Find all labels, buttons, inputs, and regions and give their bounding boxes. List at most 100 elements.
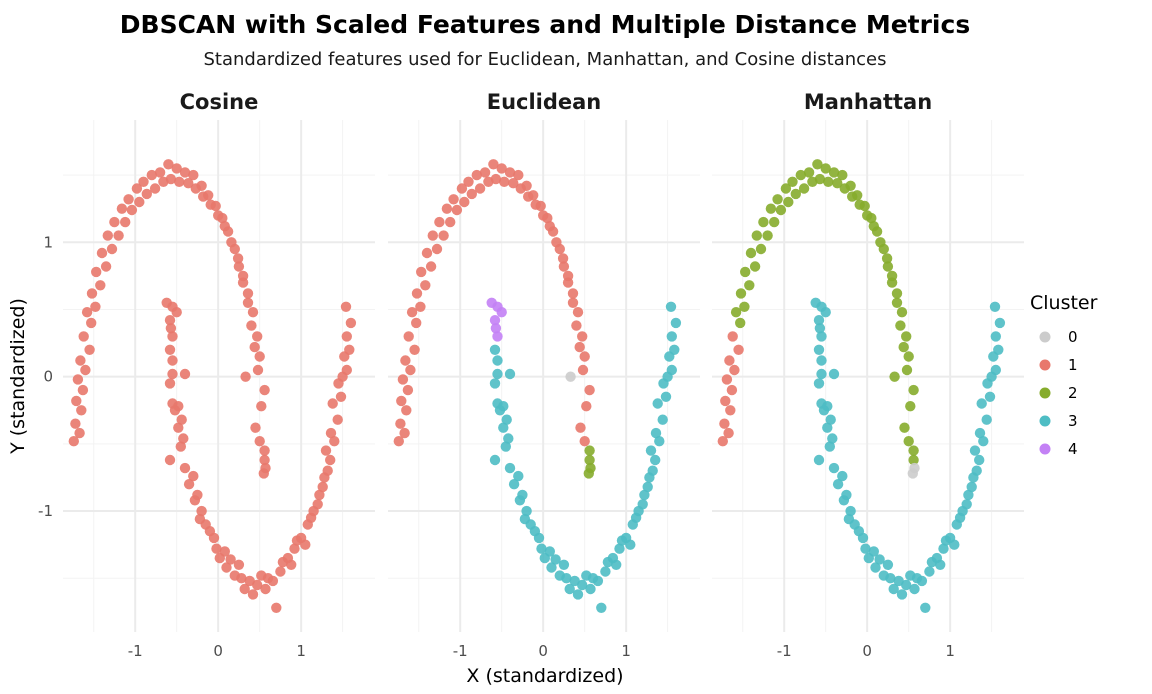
data-point-cluster-1 (164, 344, 176, 355)
data-point-cluster-1 (581, 401, 592, 412)
legend-label: 4 (1068, 440, 1078, 458)
data-point-cluster-2 (828, 167, 840, 178)
data-point-cluster-2 (886, 270, 898, 282)
data-point-cluster-2 (812, 159, 823, 170)
data-point-cluster-1 (149, 183, 161, 194)
data-point-cluster-3 (990, 364, 1001, 376)
data-point-cluster-3 (645, 445, 657, 456)
data-point-cluster-1 (146, 169, 157, 181)
data-point-cluster-1 (275, 566, 286, 577)
data-point-cluster-3 (935, 559, 946, 570)
data-point-cluster-3 (813, 378, 825, 389)
data-point-cluster-1 (164, 315, 176, 326)
data-point-cluster-1 (723, 427, 734, 439)
data-point-cluster-2 (908, 384, 919, 396)
x-tick-labels: -1 0 1 -1 0 1 -1 0 1 (128, 642, 955, 660)
data-point-cluster-1 (335, 391, 347, 402)
data-point-cluster-1 (221, 562, 232, 573)
data-point-cluster-3 (564, 583, 575, 595)
data-point-cluster-1 (179, 167, 191, 178)
data-point-cluster-1 (340, 301, 352, 312)
data-point-cluster-2 (751, 230, 762, 241)
facet-label: Manhattan (804, 90, 932, 114)
legend-swatch (1039, 359, 1051, 371)
data-point-cluster-1 (544, 221, 555, 232)
data-point-cluster-1 (508, 178, 519, 189)
data-point-cluster-1 (463, 176, 474, 187)
legend-title: Cluster (1030, 292, 1098, 314)
data-point-cluster-2 (881, 253, 893, 264)
data-point-cluster-1 (179, 368, 191, 380)
data-point-cluster-1 (584, 384, 595, 396)
legend-item-3: 3 (1039, 412, 1078, 430)
data-point-cluster-3 (961, 499, 972, 510)
data-point-cluster-3 (820, 307, 831, 318)
data-point-cluster-2 (772, 194, 783, 205)
data-point-cluster-3 (611, 559, 622, 570)
data-point-cluster-3 (508, 479, 520, 490)
x-tick-label: 0 (538, 642, 548, 660)
facet-panels: Cosine Euclidean Manhattan (63, 90, 1024, 632)
data-point-cluster-1 (725, 405, 736, 416)
data-point-cluster-1 (720, 395, 731, 407)
data-point-cluster-1 (425, 261, 437, 272)
data-point-cluster-3 (828, 368, 840, 380)
data-point-cluster-3 (561, 573, 572, 584)
data-point-cluster-1 (247, 307, 259, 318)
data-point-cluster-3 (666, 364, 677, 376)
data-point-cluster-1 (456, 183, 468, 194)
data-point-cluster-1 (256, 401, 267, 412)
data-point-cluster-2 (744, 280, 755, 291)
data-point-cluster-3 (874, 554, 885, 565)
data-point-cluster-1 (252, 364, 264, 376)
data-point-cluster-3 (816, 331, 827, 342)
data-point-cluster-3 (546, 562, 557, 573)
data-point-cluster-1 (175, 441, 186, 452)
data-point-cluster-3 (536, 543, 547, 554)
data-point-cluster-1 (84, 344, 95, 355)
data-point-cluster-1 (401, 405, 412, 416)
data-point-cluster-2 (898, 341, 909, 353)
data-point-cluster-1 (74, 427, 85, 439)
y-tick-labels: 1 0 -1 (38, 233, 53, 520)
data-point-cluster-1 (260, 583, 271, 595)
data-point-cluster-3 (652, 398, 663, 409)
data-point-cluster-1 (138, 176, 149, 187)
data-point-cluster-1 (267, 575, 279, 587)
data-point-cluster-3 (503, 433, 514, 444)
data-point-cluster-3 (868, 546, 879, 557)
data-point-cluster-1 (721, 374, 733, 385)
data-point-cluster-3 (827, 433, 838, 444)
data-point-cluster-1 (438, 230, 449, 241)
data-point-cluster-3 (832, 479, 844, 490)
data-point-cluster-3 (989, 301, 1001, 312)
data-point-cluster-1 (397, 374, 409, 385)
data-point-cluster-2 (775, 204, 787, 216)
data-point-cluster-1 (71, 395, 82, 407)
data-point-cluster-3 (990, 331, 1001, 342)
data-point-cluster-1 (237, 270, 249, 282)
data-point-cluster-3 (888, 583, 899, 595)
data-point-cluster-2 (903, 351, 914, 362)
data-point-cluster-3 (841, 489, 852, 501)
data-point-cluster-3 (978, 436, 989, 447)
data-point-cluster-1 (259, 445, 270, 456)
data-point-cluster-1 (205, 199, 216, 210)
data-point-cluster-3 (837, 470, 848, 482)
data-point-cluster-1 (488, 159, 499, 170)
data-point-cluster-3 (596, 602, 607, 613)
facet-label: Cosine (180, 90, 259, 114)
legend: Cluster 0 1 2 3 4 (1030, 292, 1098, 458)
data-point-cluster-3 (592, 575, 604, 587)
data-point-cluster-1 (416, 266, 427, 278)
data-point-cluster-1 (102, 230, 114, 241)
data-point-cluster-1 (134, 196, 145, 208)
data-point-cluster-1 (411, 288, 423, 299)
data-point-cluster-2 (847, 191, 858, 202)
data-point-cluster-3 (949, 539, 960, 550)
data-point-cluster-2 (749, 261, 761, 272)
data-point-cluster-1 (158, 176, 169, 187)
panel-manhattan: Manhattan (712, 90, 1024, 632)
data-point-cluster-1 (558, 261, 570, 272)
